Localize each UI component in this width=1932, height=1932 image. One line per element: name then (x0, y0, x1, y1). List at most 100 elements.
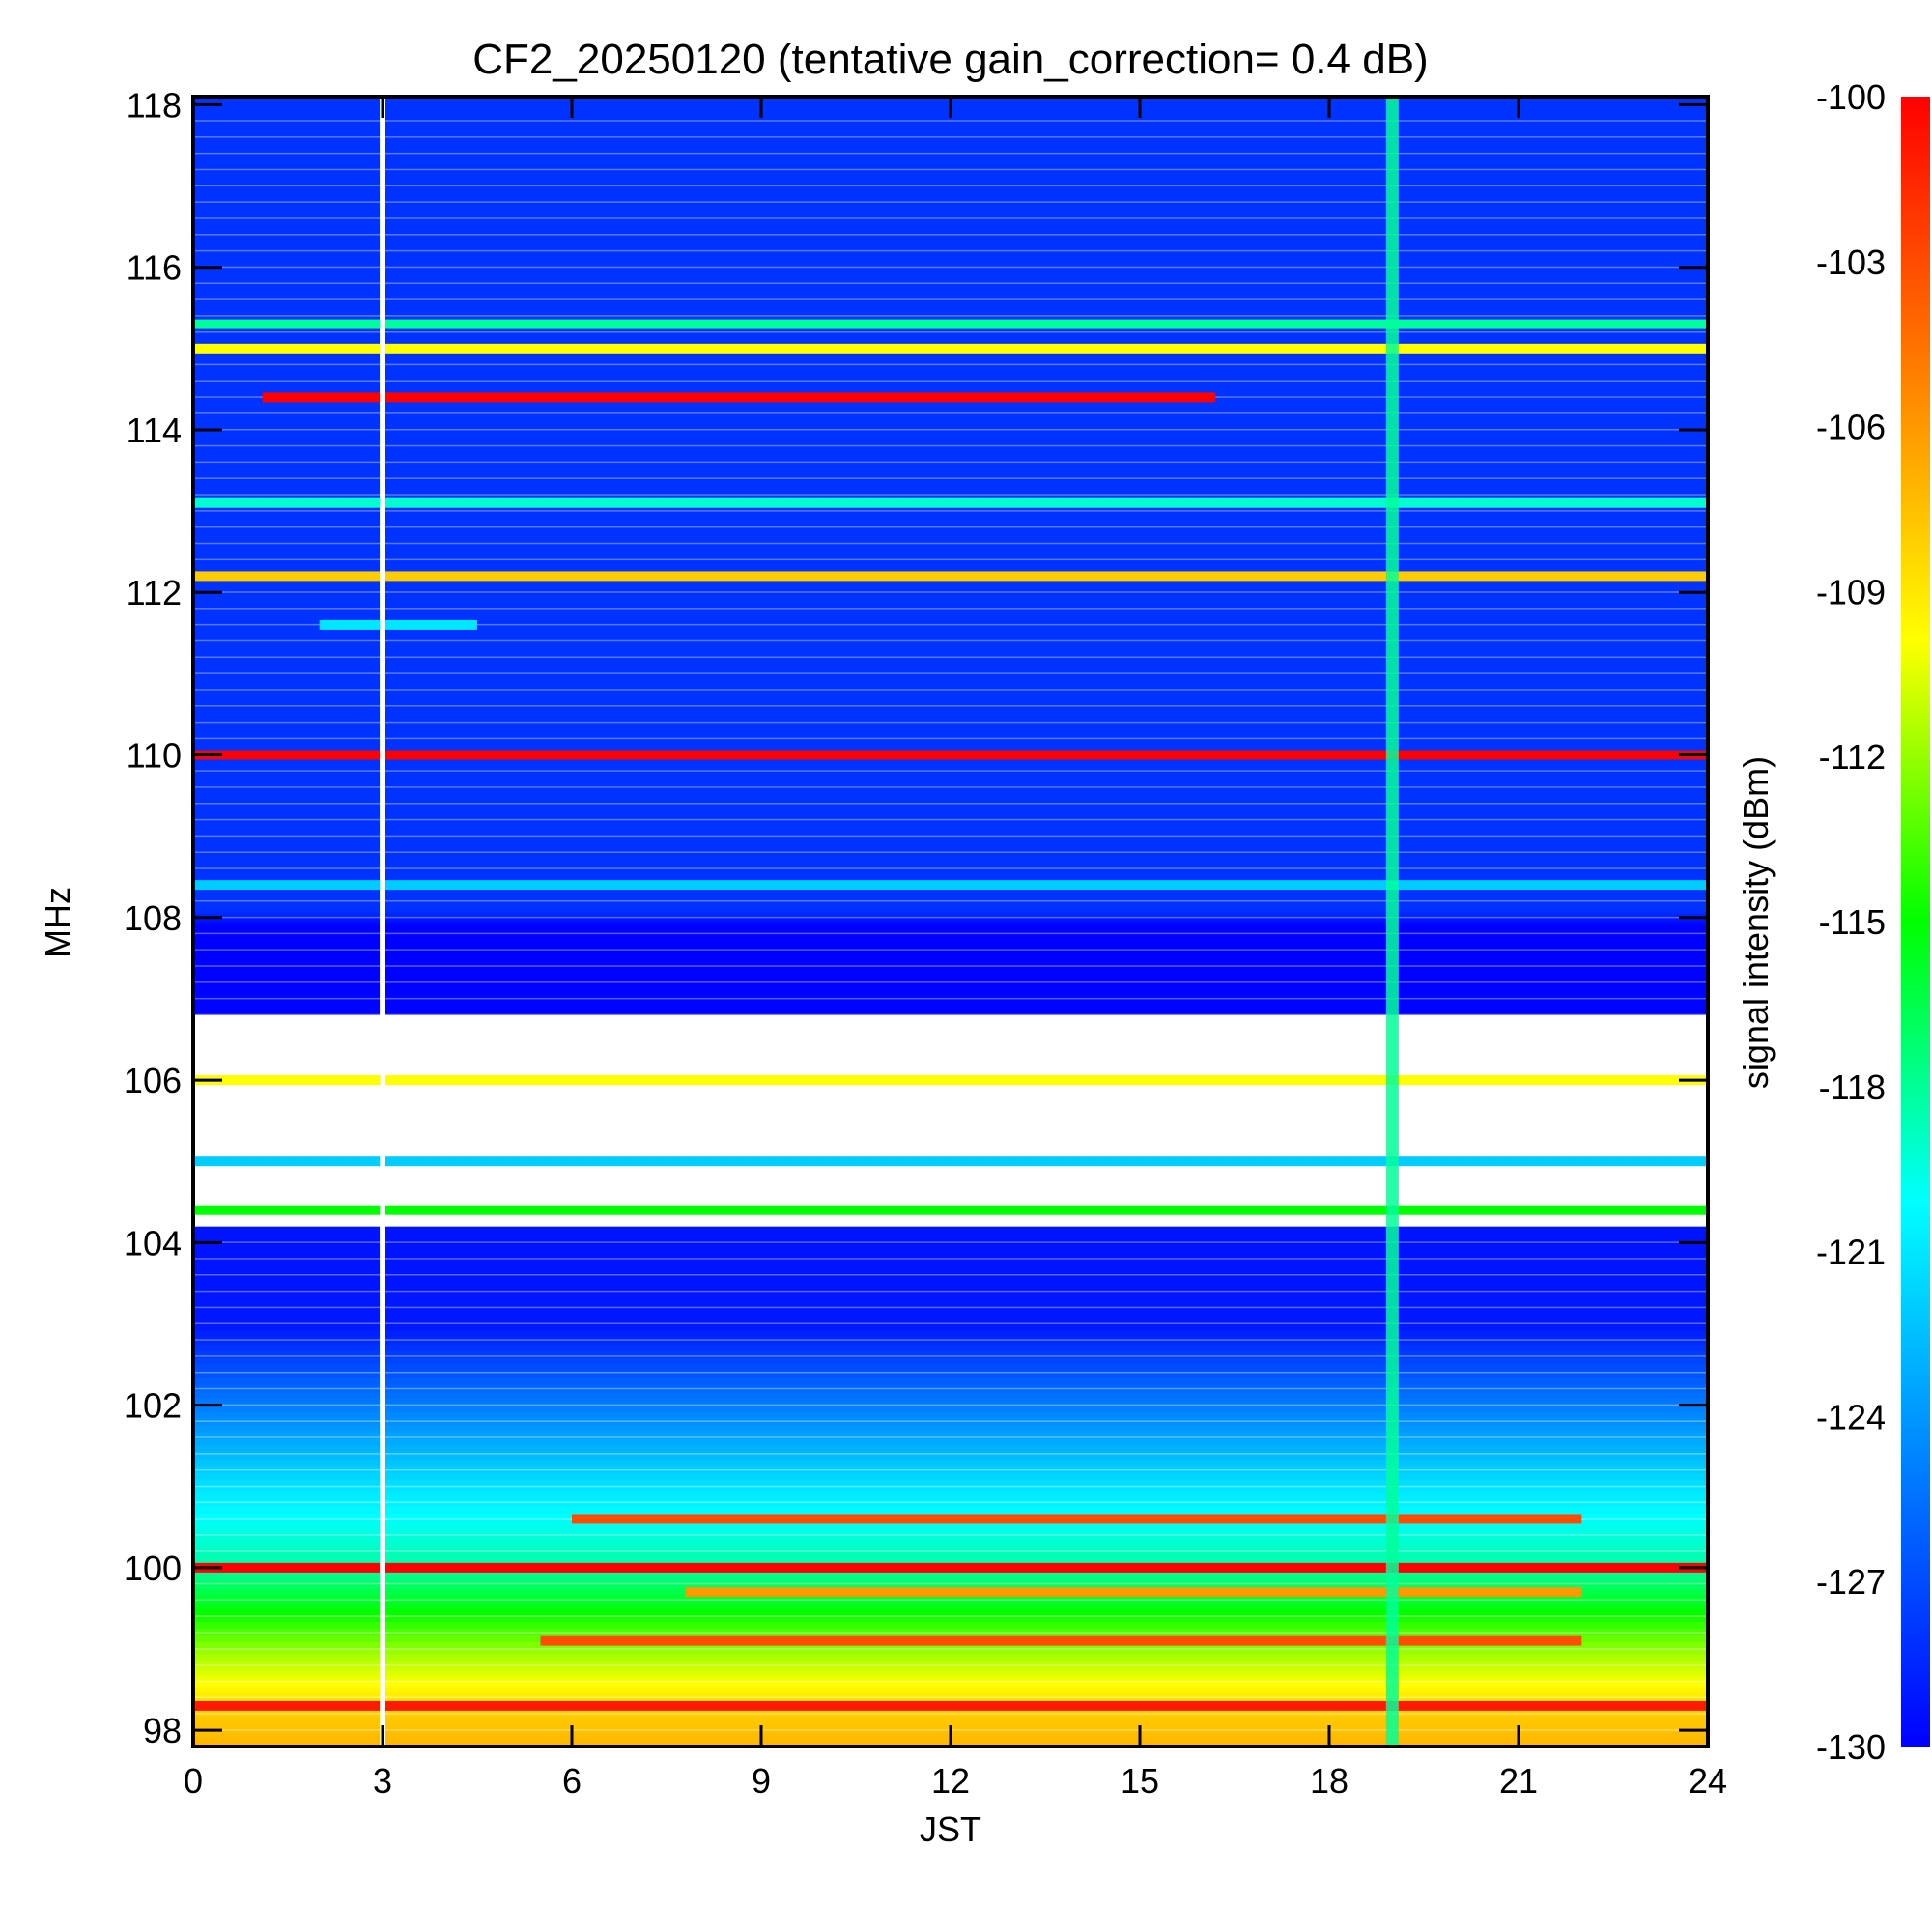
noise-floor-band (193, 913, 1708, 916)
signal-line (193, 1700, 1708, 1711)
channel-separator (193, 1274, 1708, 1276)
noise-floor-band (193, 1323, 1708, 1332)
channel-separator (193, 380, 1708, 382)
y-tick-label: 116 (127, 248, 182, 288)
channel-separator (193, 136, 1708, 138)
noise-floor-band (193, 1357, 1708, 1366)
channel-separator (193, 1648, 1708, 1650)
noise-floor-band (193, 1553, 1708, 1562)
channel-separator (193, 1322, 1708, 1324)
noise-floor-band (193, 1337, 1708, 1346)
signal-line (193, 750, 1708, 760)
channel-separator (193, 1436, 1708, 1438)
noise-floor-band (193, 1642, 1708, 1650)
channel-separator (193, 1485, 1708, 1488)
channel-separator (193, 461, 1708, 464)
colorbar-tick-label: -121 (1816, 1233, 1886, 1272)
data-gap-layer (380, 97, 385, 1747)
channel-separator (193, 120, 1708, 122)
channel-separator (193, 1355, 1708, 1357)
noise-floor-band (193, 910, 1708, 913)
noise-floor-band (193, 1418, 1708, 1427)
channel-separator (193, 1290, 1708, 1293)
signal-line (193, 1205, 1708, 1215)
channel-separator (193, 477, 1708, 479)
noise-floor-band (193, 1660, 1708, 1666)
noise-floor-band (193, 1540, 1708, 1548)
channel-separator (193, 1258, 1708, 1260)
channel-separator (193, 1501, 1708, 1504)
x-tick-label: 15 (1121, 1761, 1159, 1801)
noise-floor-band (193, 1364, 1708, 1373)
colorbar-tick-label: -103 (1816, 242, 1886, 282)
noise-floor-band (193, 923, 1708, 925)
noise-floor-band (193, 1224, 1708, 1259)
colorbar-tick-label: -112 (1819, 737, 1886, 777)
channel-separator (193, 1632, 1708, 1634)
channel-separator (193, 835, 1708, 838)
signal-line (193, 880, 1708, 891)
colorbar-tick-label: -100 (1816, 77, 1886, 117)
noise-floor-band (193, 1654, 1708, 1661)
colorbar-tick-label: -115 (1819, 902, 1886, 942)
noise-floor-band (193, 1676, 1708, 1683)
y-tick-label: 114 (127, 411, 182, 450)
noise-floor-band (193, 916, 1708, 919)
channel-separator (193, 526, 1708, 528)
x-tick-label: 12 (931, 1761, 970, 1801)
y-tick-label: 108 (124, 898, 182, 938)
channel-separator (193, 803, 1708, 805)
y-axis-title: MHz (38, 887, 77, 958)
channel-separator (193, 331, 1708, 333)
noise-floor-band (193, 920, 1708, 923)
signal-line (685, 1587, 1582, 1598)
y-tick-label: 102 (124, 1386, 182, 1426)
noise-floor-band (193, 912, 1708, 915)
low-signal-region (193, 1014, 1708, 1227)
channel-separator (193, 428, 1708, 431)
noise-floor-band (193, 1391, 1708, 1400)
channel-separator (193, 932, 1708, 935)
noise-floor-band (193, 1432, 1708, 1440)
noise-floor-band (193, 1411, 1708, 1420)
channel-separator (193, 444, 1708, 447)
channel-separator (193, 1599, 1708, 1602)
noise-floor-band (193, 1330, 1708, 1339)
channel-separator (193, 770, 1708, 772)
noise-floor-band (193, 1607, 1708, 1616)
channel-separator (193, 168, 1708, 171)
noise-floor-band (193, 1472, 1708, 1481)
noise-floor-band (193, 1398, 1708, 1406)
noise-floor-band (193, 1714, 1708, 1718)
noise-floor-band (193, 1526, 1708, 1535)
colorbar (1901, 97, 1930, 1747)
channel-separator (193, 1404, 1708, 1406)
channel-separator (193, 721, 1708, 724)
channel-separator (193, 851, 1708, 853)
chart-title: CF2_20250120 (tentative gain_correction=… (472, 36, 1428, 83)
y-tick-label: 104 (124, 1223, 182, 1263)
colorbar-title: signal intensity (dBm) (1736, 756, 1776, 1089)
noise-floor-band (193, 1681, 1708, 1688)
channel-separator (193, 672, 1708, 674)
signal-line (262, 392, 1216, 403)
channel-separator (193, 591, 1708, 593)
noise-floor-band (193, 1486, 1708, 1494)
channel-separator (193, 1371, 1708, 1374)
noise-floor-band (193, 925, 1708, 960)
noise-floor-band (193, 435, 1708, 504)
noise-floor-band (193, 909, 1708, 912)
channel-separator (193, 916, 1708, 919)
noise-floor-band (193, 1649, 1708, 1656)
signal-line (193, 571, 1708, 582)
noise-floor-band (193, 1594, 1708, 1603)
noise-floor-band (193, 1465, 1708, 1474)
channel-separator (193, 818, 1708, 821)
channel-separator (193, 1339, 1708, 1341)
y-tick-label: 106 (124, 1061, 182, 1100)
noise-floor-band (193, 1629, 1708, 1636)
noise-floor-band (193, 1438, 1708, 1447)
channel-separator (193, 705, 1708, 707)
broadband-event (1385, 97, 1399, 1747)
signal-line (319, 619, 477, 630)
